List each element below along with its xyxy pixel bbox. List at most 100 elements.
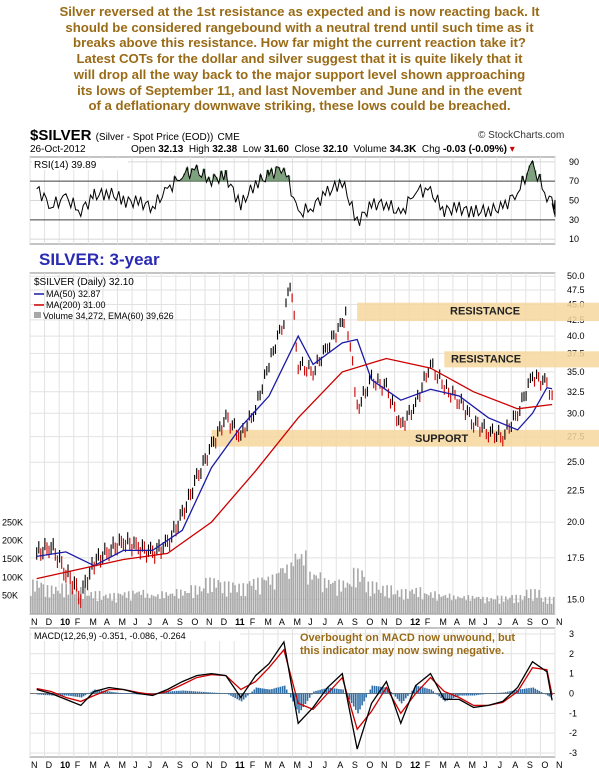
macd-histogram-bar	[285, 689, 288, 694]
commentary-line: Latest COTs for the dollar and silver su…	[76, 51, 523, 67]
macd-histogram-bar	[279, 686, 282, 694]
volume-bar	[248, 581, 251, 614]
macd-histogram-bar	[409, 693, 411, 694]
volume-bar	[42, 584, 45, 614]
macd-histogram-bar	[428, 689, 430, 694]
macd-histogram-bar	[405, 693, 407, 699]
volume-bar	[107, 598, 109, 614]
macd-histogram-bar	[377, 686, 380, 694]
macd-histogram-bar	[490, 693, 493, 694]
volume-bar	[413, 593, 415, 614]
price-x-tick-label: F	[75, 617, 81, 627]
macd-histogram-bar	[538, 690, 541, 694]
macd-histogram-bar	[486, 693, 488, 694]
price-x-tick-label: F	[425, 617, 431, 627]
macd-histogram-bar	[88, 692, 90, 694]
macd-histogram-bar	[129, 693, 132, 694]
macd-histogram-bar	[215, 692, 218, 694]
macd-histogram-bar	[333, 688, 336, 694]
macd-histogram-bar	[311, 693, 313, 695]
macd-histogram-bar	[86, 693, 89, 695]
volume-bar	[284, 573, 286, 614]
volume-bar	[130, 600, 132, 614]
macd-x-tick-label: 10	[60, 760, 70, 770]
macd-histogram-bar	[432, 691, 434, 694]
volume-bar	[463, 596, 465, 614]
macd-histogram-bar	[319, 689, 321, 694]
volume-tick-label: 250K	[2, 517, 23, 527]
macd-histogram-bar	[542, 693, 545, 694]
volume-bar	[273, 589, 276, 614]
high-value: 32.38	[212, 144, 238, 155]
volume-bar	[530, 589, 532, 614]
volume-bar	[432, 597, 434, 614]
macd-histogram-bar	[426, 688, 428, 694]
volume-bar	[394, 594, 397, 614]
volume-legend: Volume 34,272, EMA(60) 39,626	[43, 311, 174, 321]
volume-bar	[192, 598, 195, 614]
volume-bar	[525, 589, 528, 614]
volume-bar	[86, 595, 88, 614]
volume-bar	[282, 568, 284, 614]
volume-bar	[259, 594, 261, 614]
price-tick-label: 47.5	[567, 285, 585, 295]
volume-bar	[417, 597, 420, 614]
volume-bar	[473, 598, 476, 614]
volume-bar	[169, 593, 172, 614]
volume-bar	[117, 593, 120, 614]
price-x-tick-label: M	[264, 617, 272, 627]
volume-bar	[513, 603, 515, 614]
macd-histogram-bar	[396, 693, 399, 699]
macd-histogram-bar	[402, 693, 405, 701]
macd-x-tick-label: N	[556, 760, 563, 770]
volume-bar	[219, 582, 222, 614]
macd-histogram-bar	[498, 692, 501, 694]
macd-histogram-bar	[540, 692, 543, 694]
volume-bar	[523, 596, 526, 614]
volume-bar	[346, 582, 349, 614]
price-tick-label: 40.0	[567, 331, 585, 341]
macd-histogram-bar	[469, 693, 472, 696]
macd-histogram-bar	[38, 693, 41, 695]
volume-bar	[325, 587, 328, 614]
ma200-line	[36, 357, 553, 580]
price-x-tick-label: M	[119, 617, 127, 627]
volume-bar	[302, 565, 305, 614]
volume-bar	[55, 586, 57, 614]
volume-bar	[182, 595, 184, 614]
macd-histogram-bar	[180, 690, 182, 694]
volume-bar	[109, 593, 111, 614]
volume-bar	[255, 589, 257, 614]
volume-bar	[36, 580, 38, 614]
volume-bar	[88, 595, 90, 614]
volume-bar	[296, 559, 299, 614]
macd-histogram-bar	[90, 691, 92, 694]
macd-x-tick-label: D	[46, 760, 53, 770]
macd-histogram-bar	[479, 693, 482, 695]
macd-histogram-bar	[169, 691, 172, 694]
macd-histogram-bar	[68, 693, 70, 696]
volume-bar	[186, 593, 188, 614]
volume-bar	[32, 579, 34, 614]
macd-x-tick-label: M	[469, 760, 477, 770]
volume-bar	[132, 590, 134, 614]
macd-histogram-bar	[413, 688, 416, 694]
macd-histogram-bar	[47, 693, 49, 696]
macd-tick-label: -1	[569, 708, 577, 718]
volume-bar	[540, 597, 542, 614]
macd-histogram-bar	[203, 691, 205, 694]
price-x-tick-label: N	[381, 617, 388, 627]
volume-bar	[369, 596, 372, 614]
volume-bar	[146, 593, 149, 614]
macd-histogram-bar	[42, 693, 45, 695]
volume-bar	[490, 598, 492, 614]
volume-bar	[477, 596, 480, 614]
commentary-line: its lows of September 11, and last Novem…	[77, 82, 522, 98]
macd-annotation-line1: Overbought on MACD now unwound, but	[300, 632, 515, 644]
exchange: CME	[217, 132, 240, 143]
volume-bar	[288, 578, 290, 614]
open-value: 32.13	[158, 144, 184, 155]
macd-histogram-bar	[407, 693, 409, 696]
macd-histogram-bar	[261, 688, 263, 694]
volume-bar	[311, 579, 313, 614]
